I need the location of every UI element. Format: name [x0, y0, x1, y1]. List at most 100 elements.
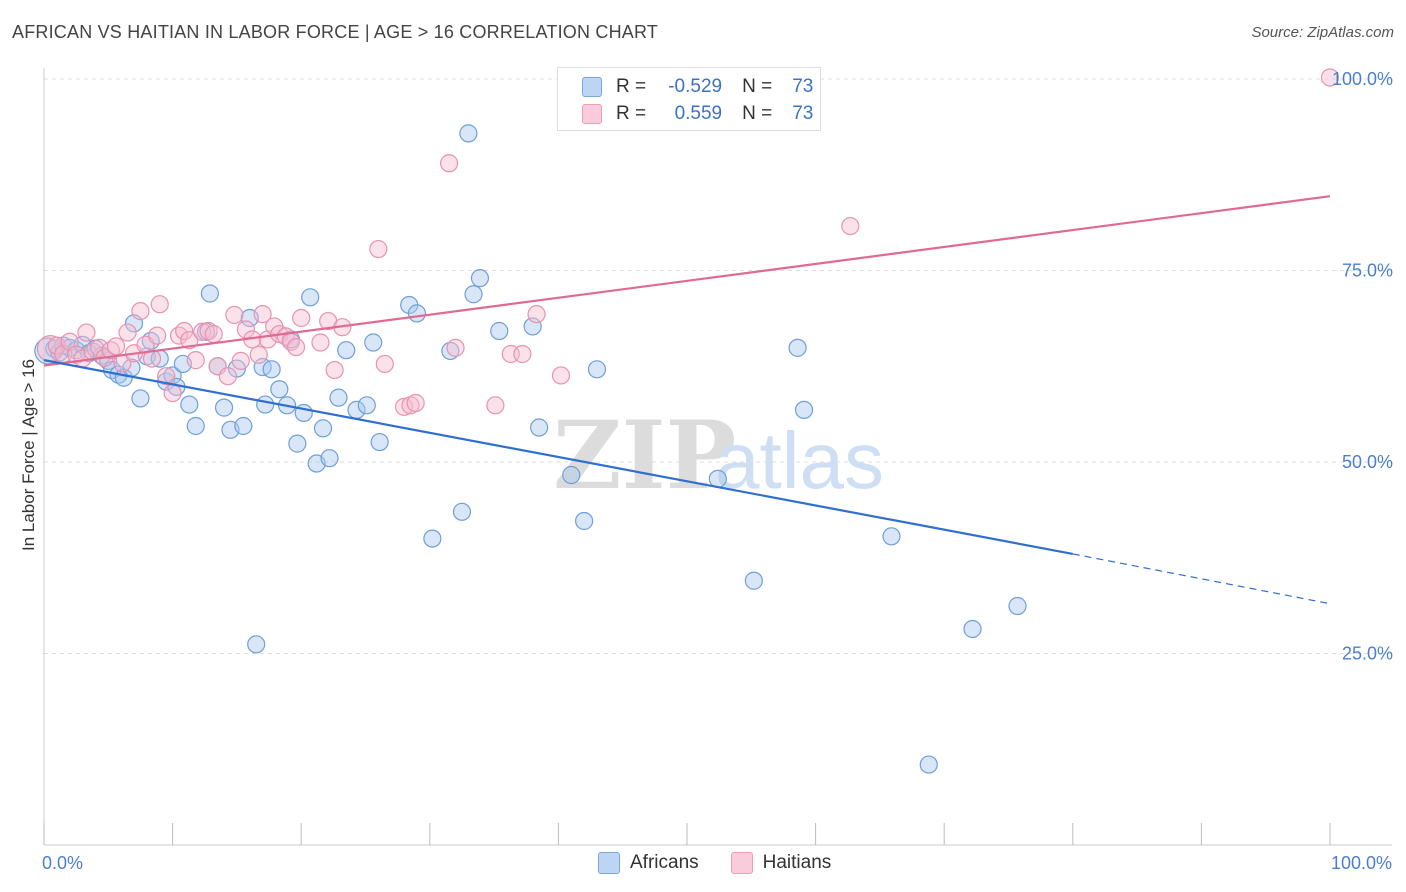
haitians-point [142, 349, 162, 368]
legend-item-haitians[interactable]: Haitians [730, 852, 832, 874]
africans-point [452, 502, 472, 521]
correlation-legend: R = -0.529 N = 73 R = 0.559 N = 73 [557, 67, 821, 131]
haitians-point [394, 397, 414, 416]
haitians-point [106, 337, 126, 356]
legend-r-label: R = [616, 76, 647, 97]
africans-point [180, 395, 199, 414]
haitians-point [231, 351, 250, 370]
africans-point [301, 288, 320, 307]
africans-point [530, 418, 549, 437]
haitians-point [527, 305, 546, 324]
watermark: ZIP atlas [553, 401, 884, 511]
haitians-point [292, 308, 311, 328]
haitians-point [218, 367, 237, 386]
haitians-point [186, 351, 205, 370]
africans-point [364, 333, 383, 352]
africans-point [441, 341, 460, 361]
africans-point [963, 619, 982, 639]
africans-point [337, 341, 356, 360]
haitians-point [486, 396, 505, 415]
haitians-point [439, 154, 459, 173]
haitians-point [131, 301, 150, 321]
africans-point [270, 380, 289, 399]
tick-labels: 25.0% 50.0% 75.0% 100.0% 0.0% 100.0% [42, 69, 1393, 873]
y-axis-label: In Labor Force | Age > 16 [19, 359, 38, 551]
haitians-point [253, 305, 272, 324]
legend-r-value: 0.559 [674, 103, 723, 124]
y-tick-label: 25.0% [1342, 644, 1393, 664]
haitians-point [204, 324, 223, 344]
haitians-point [551, 366, 571, 385]
africans-point [320, 449, 339, 468]
africans-point [186, 416, 205, 436]
africans-point [1008, 596, 1027, 616]
africans-point [575, 511, 594, 531]
legend-n-label: N = [742, 76, 773, 97]
africans-point [459, 124, 478, 143]
legend-label-haitians: Haitians [762, 852, 832, 873]
haitians-point [175, 321, 194, 341]
haitians-point [180, 331, 199, 350]
legend-r-value: -0.529 [668, 76, 723, 97]
africans-point [794, 400, 814, 420]
haitians-point [148, 326, 167, 345]
haitians-point [77, 323, 96, 342]
africans-point [744, 571, 763, 590]
africans-point [288, 434, 307, 453]
africans-trend-extension [1072, 553, 1331, 605]
y-tick-label: 100.0% [1332, 69, 1393, 89]
africans-point [247, 635, 266, 654]
africans-point [470, 269, 490, 288]
haitians-point [118, 323, 137, 342]
haitians-point [150, 295, 169, 314]
africans-point [562, 465, 581, 485]
haitians-point [841, 216, 860, 236]
africans-point [256, 395, 275, 414]
africans-point [464, 285, 483, 304]
africans-point [357, 396, 376, 415]
legend-item-africans[interactable]: Africans [598, 852, 699, 874]
africans-point [234, 416, 253, 436]
africans-point [131, 389, 150, 408]
legend-n-label: N = [742, 103, 773, 124]
africans-point [708, 469, 727, 488]
y-tick-label: 75.0% [1342, 261, 1393, 281]
series-legend: Africans Haitians [598, 852, 863, 874]
legend-n-value: 73 [792, 103, 814, 124]
haitians-point [325, 360, 344, 380]
africans-swatch [582, 77, 602, 97]
africans-point [423, 529, 442, 548]
x-tick-label: 0.0% [42, 853, 83, 873]
haitians-point [199, 321, 218, 341]
africans-point [587, 360, 607, 379]
africans-point [407, 304, 427, 323]
source-label: Source: ZipAtlas.com [1251, 24, 1394, 41]
haitians-swatch [730, 852, 753, 874]
africans-point [313, 419, 333, 438]
haitians-point [286, 338, 306, 357]
haitians-point [311, 333, 330, 352]
africans-point [370, 432, 389, 452]
y-tick-label: 50.0% [1342, 452, 1393, 472]
haitians-point [249, 345, 268, 364]
legend-row-africans: R = -0.529 N = 73 [582, 74, 813, 100]
haitians-point [446, 338, 465, 357]
africans-trend-line [43, 359, 1074, 556]
haitians-point [406, 393, 425, 413]
x-tick-label: 100.0% [1331, 853, 1392, 873]
haitians-point [163, 383, 182, 403]
africans-point [262, 360, 281, 379]
chart-title: AFRICAN VS HAITIAN IN LABOR FORCE | AGE … [12, 22, 659, 42]
haitians-point [157, 367, 176, 386]
legend-row-haitians: R = 0.559 N = 73 [582, 101, 813, 127]
haitians-point [193, 322, 212, 341]
axes [43, 68, 1392, 846]
africans-point [882, 527, 901, 546]
africans-point [490, 321, 509, 341]
haitians-point [369, 239, 388, 259]
africans-point [788, 338, 807, 357]
gridlines [44, 78, 1392, 654]
legend-n-value: 73 [792, 76, 814, 97]
legend-label-africans: Africans [630, 852, 699, 873]
